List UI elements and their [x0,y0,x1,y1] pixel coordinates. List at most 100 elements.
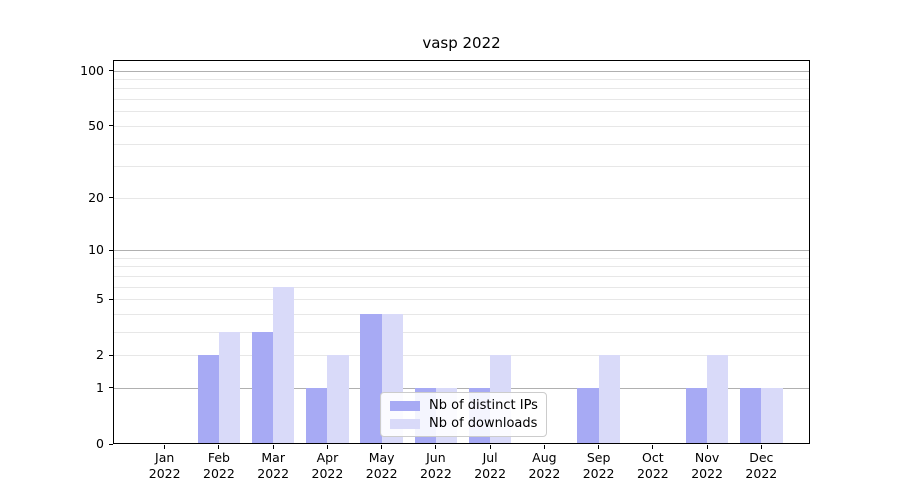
x-tick-label: Sep 2022 [569,450,629,482]
y-tick-mark [108,125,113,127]
x-tick-label-line: Sep [586,450,611,465]
x-tick-mark [435,445,437,449]
x-tick-label-line: 2022 [148,466,181,481]
legend-label: Nb of distinct IPs [429,398,538,413]
y-tick-label: 20 [88,189,104,205]
y-tick-label: 50 [88,117,104,133]
bar-downloads [327,355,349,444]
x-tick-mark [652,445,654,449]
x-tick-label-line: 2022 [691,466,723,481]
bar-distinct-ips [306,387,328,444]
minor-gridline [113,99,810,101]
minor-gridline [113,286,810,288]
x-tick-label-line: 2022 [365,466,398,481]
bar-distinct-ips [197,355,219,444]
x-tick-label: May 2022 [352,450,412,482]
minor-gridline [113,331,810,333]
x-tick-label-line: 2022 [636,466,669,481]
y-tick-label: 1 [96,379,104,395]
minor-gridline [113,355,810,357]
x-tick-label-line: May [368,450,395,465]
x-tick-label-line: 2022 [257,466,290,481]
y-tick-mark [108,70,113,72]
bar-downloads [761,387,783,444]
chart-title: vasp 2022 [422,34,501,52]
bar-distinct-ips [740,387,762,444]
y-tick-mark [108,249,113,251]
x-tick-label-line: Mar [261,450,285,465]
x-tick-label: Jul 2022 [460,450,520,482]
y-tick-label: 10 [88,242,104,257]
legend-label: Nb of downloads [429,416,538,431]
x-tick-label-line: Aug [532,450,557,465]
x-tick-mark [598,445,600,449]
x-tick-label: Aug 2022 [514,450,574,482]
x-tick-label-line: 2022 [311,466,344,481]
bar-distinct-ips [685,387,708,444]
x-tick-mark [706,445,708,449]
x-tick-label-line: 2022 [528,466,561,481]
x-tick-label-line: Jun [426,450,446,465]
y-tick-label: 2 [96,347,104,363]
x-tick-label: Mar 2022 [243,450,303,482]
x-tick-label-line: Jan [155,450,175,465]
x-tick-label: Nov 2022 [677,450,737,482]
x-tick-mark [164,445,166,449]
bar-distinct-ips [251,331,274,444]
y-tick-mark [108,443,113,445]
bar-downloads [218,331,241,444]
x-tick-label-line: Dec [749,450,774,465]
legend-swatch-icon [390,400,420,411]
x-tick-label: Dec 2022 [731,450,791,482]
minor-gridline [113,143,810,145]
x-tick-mark [326,445,328,449]
y-tick-mark [108,298,113,300]
x-tick-label-line: 2022 [582,466,615,481]
bar-distinct-ips [360,313,382,444]
x-tick-mark [543,445,545,449]
major-gridline [113,70,810,72]
legend-swatch-icon [390,418,420,429]
y-tick-mark [108,354,113,356]
x-tick-label-line: Nov [694,450,720,465]
x-tick-label-line: Feb [207,450,230,465]
x-tick-label-line: 2022 [419,466,452,481]
minor-gridline [113,257,810,259]
y-tick-label: 5 [96,291,104,307]
bar-downloads [273,286,295,444]
legend-row: Nb of downloads [390,416,540,431]
x-tick-label-line: Jul [482,450,498,465]
x-tick-label: Apr 2022 [297,450,357,482]
x-tick-label: Jun 2022 [406,450,466,482]
x-tick-label-line: 2022 [474,466,507,481]
x-tick-mark [218,445,220,449]
y-tick-mark [108,197,113,199]
x-tick-label: Feb 2022 [189,450,249,482]
x-tick-label: Oct 2022 [623,450,683,482]
y-tick-label: 0 [96,436,104,451]
bar-downloads [598,355,620,444]
legend-row: Nb of distinct IPs [390,398,540,413]
x-tick-label: Jan 2022 [135,450,195,482]
x-tick-mark [272,445,274,449]
y-tick-mark [108,387,113,389]
major-gridline [113,250,810,251]
minor-gridline [113,266,810,268]
x-tick-mark [381,445,383,449]
bar-downloads [707,355,729,444]
minor-gridline [113,125,810,127]
legend: Nb of distinct IPs Nb of downloads [380,392,547,437]
x-tick-mark [489,445,491,449]
minor-gridline [113,166,810,168]
bar-distinct-ips [577,387,599,444]
x-tick-mark [760,445,762,449]
minor-gridline [113,313,810,315]
minor-gridline [113,197,810,199]
minor-gridline [113,79,810,81]
x-tick-label-line: 2022 [745,466,778,481]
minor-gridline [113,299,810,301]
minor-gridline [113,88,810,90]
minor-gridline [113,111,810,113]
x-tick-label-line: Oct [642,450,664,465]
